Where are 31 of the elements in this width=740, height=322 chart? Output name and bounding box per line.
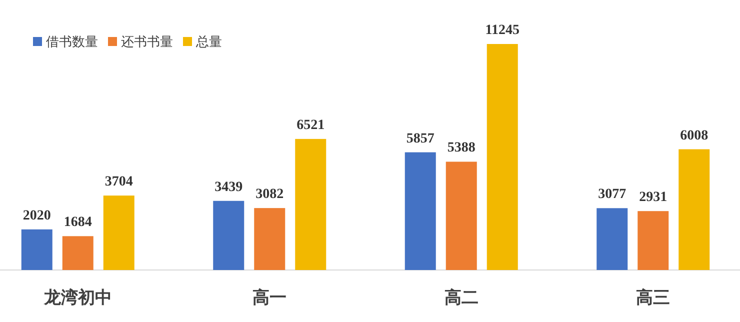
bar: [254, 208, 286, 270]
legend-label: 借书数量: [46, 35, 98, 50]
bar: [103, 196, 134, 270]
bar: [638, 211, 669, 270]
data-label: 3082: [256, 187, 284, 202]
bar: [21, 229, 52, 270]
bar: [446, 162, 477, 270]
x-tick-label: 高一: [252, 288, 287, 308]
bar: [678, 149, 710, 270]
bar: [404, 152, 436, 270]
data-label: 3704: [104, 174, 133, 190]
data-label: 5388: [447, 140, 476, 156]
bar: [62, 236, 94, 270]
x-tick-label: 高三: [636, 288, 670, 308]
data-label: 5857: [406, 131, 434, 146]
legend-label: 还书书量: [121, 35, 173, 50]
data-label: 6521: [296, 118, 325, 133]
x-tick-label: 高二: [444, 288, 478, 308]
bar: [213, 200, 244, 270]
data-label: 2020: [22, 208, 51, 224]
data-label: 3077: [598, 187, 626, 202]
data-label: 6008: [680, 128, 708, 144]
data-label: 3439: [214, 180, 243, 195]
bar: [295, 138, 326, 270]
data-label: 11245: [485, 23, 520, 38]
bar: [596, 208, 628, 270]
data-label: 1684: [64, 215, 92, 230]
data-label: 2931: [639, 190, 668, 206]
legend-label: 总量: [195, 35, 222, 50]
bar: [486, 44, 518, 270]
x-tick-label: 龙湾初中: [42, 288, 112, 308]
